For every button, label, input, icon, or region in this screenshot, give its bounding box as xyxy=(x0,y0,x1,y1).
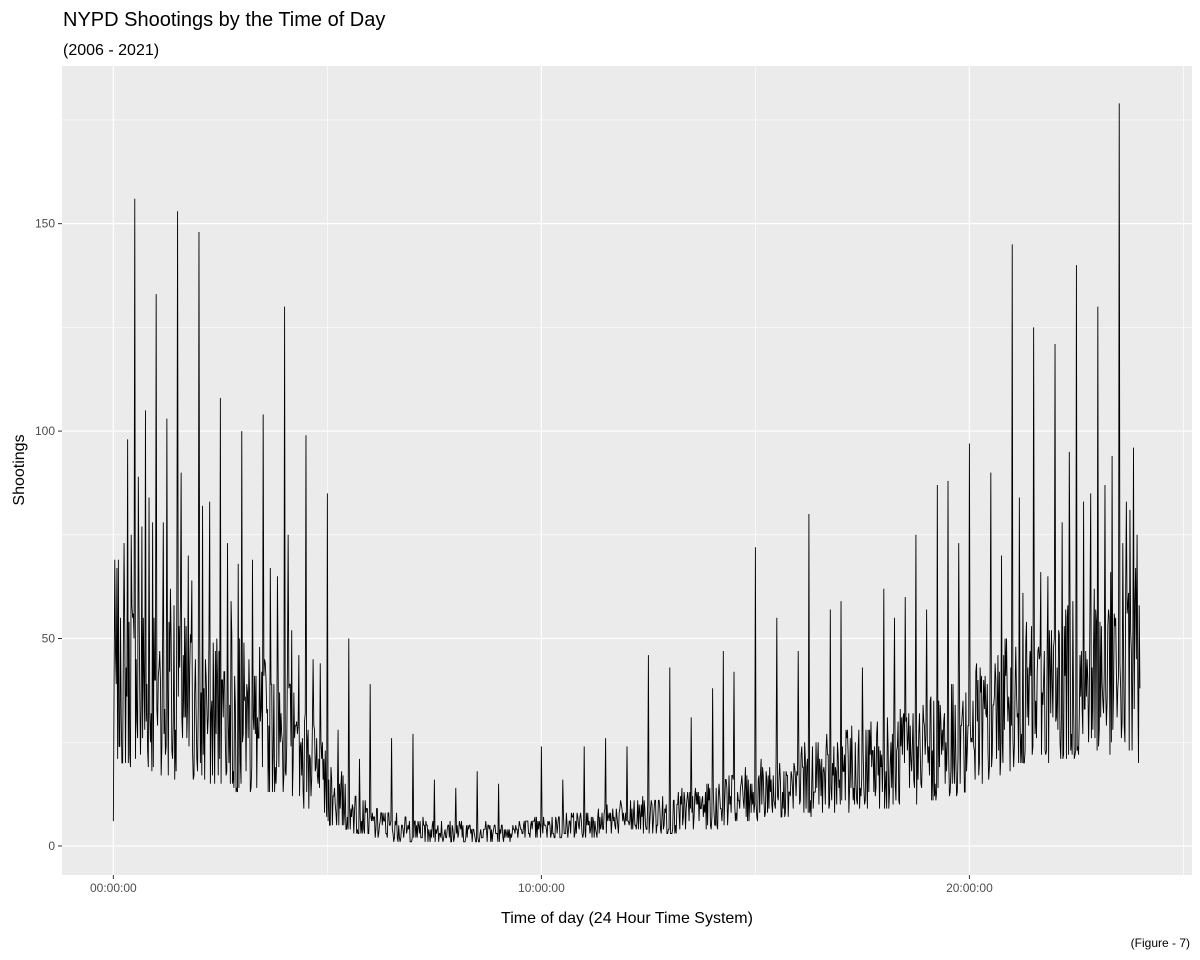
x-axis-title: Time of day (24 Hour Time System) xyxy=(501,910,753,927)
series-layer xyxy=(112,103,1141,843)
chart-title: NYPD Shootings by the Time of Day xyxy=(63,9,385,31)
y-tick-label: 50 xyxy=(42,632,56,646)
axis-layer: 0 50 100 150 00:00:00 10:00:00 20:00:00 xyxy=(35,217,993,895)
series-line-shootings xyxy=(112,103,1141,843)
figure-caption: (Figure - 7) xyxy=(1131,936,1190,950)
y-axis-title: Shootings xyxy=(11,434,28,505)
x-tick-label: 00:00:00 xyxy=(90,881,137,895)
chart-subtitle: (2006 - 2021) xyxy=(63,42,159,59)
y-tick-label: 100 xyxy=(35,424,55,438)
y-tick-label: 0 xyxy=(48,839,55,853)
x-tick-label: 20:00:00 xyxy=(946,881,993,895)
x-tick-label: 10:00:00 xyxy=(518,881,565,895)
y-tick-label: 150 xyxy=(35,217,55,231)
